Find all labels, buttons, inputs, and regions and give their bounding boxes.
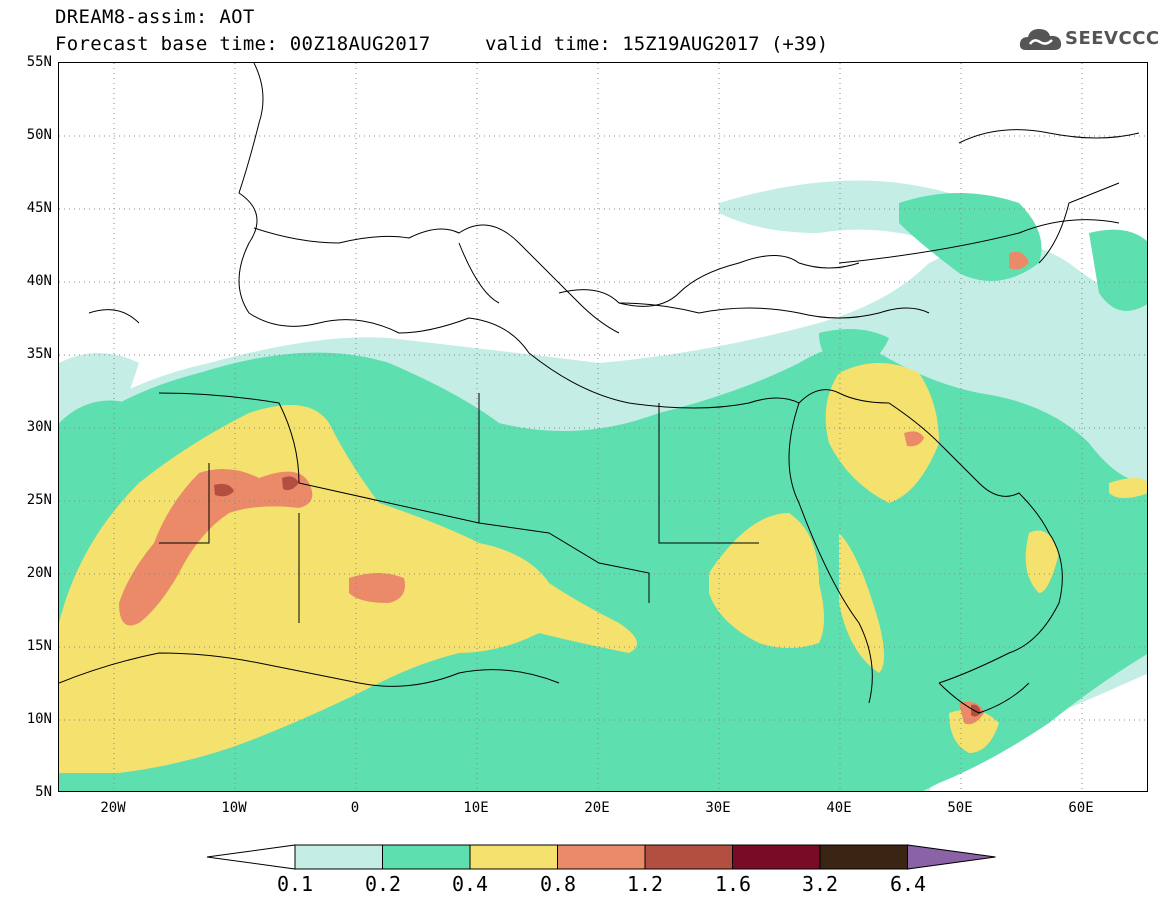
colorbar-label: 0.1 [276, 872, 314, 896]
lon-label: 20W [100, 800, 126, 816]
seevccc-logo: SEEVCCC [1018, 24, 1160, 58]
cloud-icon [1019, 29, 1062, 50]
colorbar-cell [206, 844, 296, 870]
colorbar-label: 1.6 [714, 872, 752, 896]
lat-label: 55N [26, 54, 52, 70]
lon-label: 60E [1068, 800, 1094, 816]
colorbar-label: 0.4 [451, 872, 489, 896]
aot-colorbar [206, 844, 996, 870]
lat-label: 5N [35, 784, 52, 800]
lat-label: 15N [26, 638, 52, 654]
aot-map [58, 62, 1148, 792]
colorbar-cell [907, 844, 996, 870]
lon-label: 20E [584, 800, 610, 816]
logo-text: SEEVCCC [1065, 28, 1160, 49]
colorbar-cell [644, 844, 733, 870]
coastlines-borders [59, 63, 1140, 714]
model-title: DREAM8-assim: AOT [55, 6, 255, 28]
aot-band-1.2-1.6 [214, 476, 981, 717]
colorbar-label: 1.2 [626, 872, 664, 896]
lon-label: 40E [826, 800, 852, 816]
lat-label: 45N [26, 200, 52, 216]
lat-label: 40N [26, 273, 52, 289]
map-canvas [59, 63, 1147, 791]
colorbar-cell [557, 844, 646, 870]
colorbar-cell [294, 844, 383, 870]
valid-time: valid time: 15Z19AUG2017 (+39) [485, 33, 829, 55]
lat-label: 50N [26, 127, 52, 143]
lon-label: 10E [463, 800, 489, 816]
colorbar-label: 0.2 [364, 872, 402, 896]
lat-label: 20N [26, 565, 52, 581]
colorbar-cell [469, 844, 558, 870]
colorbar-cell [382, 844, 471, 870]
lon-label: 30E [705, 800, 731, 816]
lat-label: 25N [26, 492, 52, 508]
colorbar-label: 6.4 [889, 872, 927, 896]
lat-label: 30N [26, 419, 52, 435]
graticule [59, 63, 1147, 791]
lon-label: 0 [350, 800, 360, 816]
colorbar-cell [819, 844, 908, 870]
colorbar-label: 0.8 [539, 872, 577, 896]
forecast-base-time: Forecast base time: 00Z18AUG2017 [55, 33, 431, 55]
colorbar-label: 3.2 [801, 872, 839, 896]
lat-label: 35N [26, 346, 52, 362]
lon-label: 50E [947, 800, 973, 816]
lon-label: 10W [221, 800, 247, 816]
colorbar-cell [732, 844, 821, 870]
lat-label: 10N [26, 711, 52, 727]
